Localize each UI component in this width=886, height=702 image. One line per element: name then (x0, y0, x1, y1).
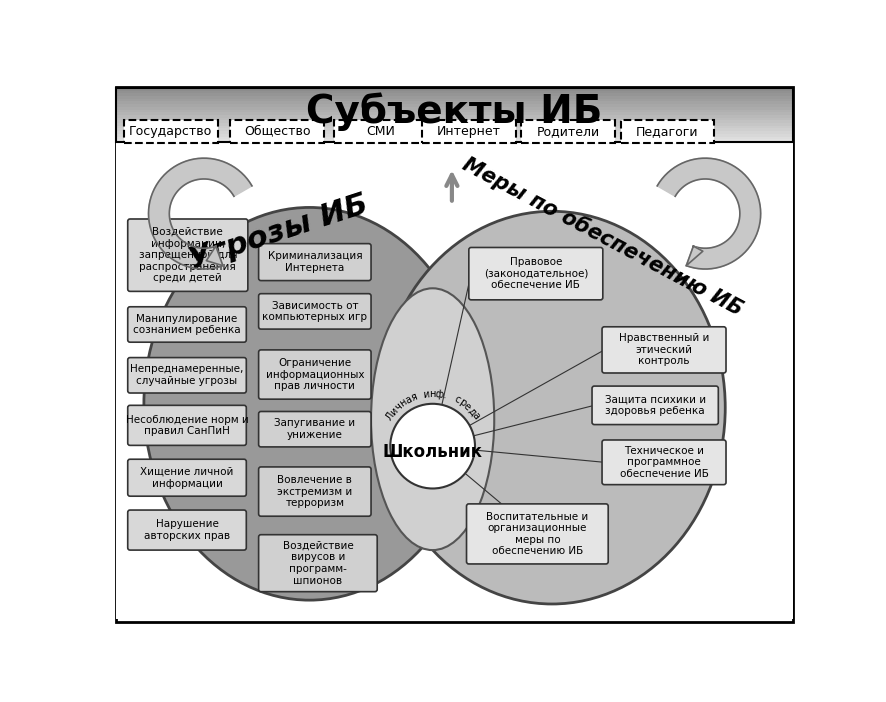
Ellipse shape (370, 289, 494, 550)
FancyBboxPatch shape (116, 120, 792, 123)
Text: Нарушение
авторских прав: Нарушение авторских прав (144, 519, 229, 541)
FancyBboxPatch shape (116, 112, 792, 115)
FancyBboxPatch shape (602, 440, 726, 484)
Text: е: е (461, 401, 472, 413)
FancyBboxPatch shape (469, 248, 602, 300)
Text: ч: ч (392, 401, 403, 413)
Ellipse shape (144, 207, 475, 600)
Text: н: н (429, 389, 435, 399)
Text: Защита психики и
здоровья ребенка: Защита психики и здоровья ребенка (604, 395, 705, 416)
Text: .: . (442, 390, 447, 401)
FancyBboxPatch shape (116, 104, 792, 107)
Polygon shape (686, 246, 702, 265)
FancyBboxPatch shape (116, 96, 792, 99)
Text: а: а (403, 394, 413, 406)
Text: Ограничение
информационных
прав личности: Ограничение информационных прав личности (265, 358, 363, 391)
Text: Педагоги: Педагоги (635, 125, 698, 138)
FancyBboxPatch shape (466, 504, 608, 564)
Text: Несоблюдение норм и
правил СанПиН: Несоблюдение норм и правил СанПиН (126, 415, 248, 436)
Text: Государство: Государство (129, 125, 213, 138)
Text: Зависимость от
компьютерных игр: Зависимость от компьютерных игр (262, 300, 367, 322)
Text: д: д (465, 405, 477, 417)
Text: Угрозы ИБ: Угрозы ИБ (185, 190, 371, 274)
Text: а: а (470, 411, 481, 421)
FancyBboxPatch shape (116, 134, 792, 137)
FancyBboxPatch shape (128, 510, 246, 550)
FancyBboxPatch shape (128, 219, 247, 291)
Polygon shape (657, 158, 760, 269)
FancyBboxPatch shape (422, 119, 516, 143)
FancyBboxPatch shape (116, 88, 792, 91)
Text: Меры по обеспечению ИБ: Меры по обеспечению ИБ (459, 154, 746, 319)
FancyBboxPatch shape (259, 411, 370, 447)
FancyBboxPatch shape (116, 128, 792, 131)
Text: Запугивание и
унижение: Запугивание и унижение (274, 418, 355, 440)
Text: Школьник: Школьник (382, 443, 482, 461)
Text: Общество: Общество (244, 125, 310, 138)
FancyBboxPatch shape (128, 357, 246, 393)
Text: н: н (397, 397, 408, 409)
FancyBboxPatch shape (116, 139, 792, 142)
FancyBboxPatch shape (116, 126, 792, 128)
FancyBboxPatch shape (116, 93, 792, 96)
Text: и: и (387, 406, 399, 417)
FancyBboxPatch shape (124, 119, 218, 143)
FancyBboxPatch shape (116, 102, 792, 105)
FancyBboxPatch shape (259, 350, 370, 399)
FancyBboxPatch shape (116, 118, 792, 121)
Text: с: с (452, 394, 461, 405)
Text: Непреднамеренные,
случайные угрозы: Непреднамеренные, случайные угрозы (130, 364, 244, 386)
Text: р: р (456, 397, 467, 409)
Text: Нравственный и
этический
контроль: Нравственный и этический контроль (618, 333, 709, 366)
FancyBboxPatch shape (229, 119, 323, 143)
Text: Криминализация
Интернета: Криминализация Интернета (268, 251, 361, 273)
Circle shape (390, 404, 475, 489)
FancyBboxPatch shape (259, 535, 377, 592)
FancyBboxPatch shape (116, 123, 792, 126)
FancyBboxPatch shape (128, 405, 246, 445)
Text: я: я (409, 392, 418, 403)
FancyBboxPatch shape (116, 131, 792, 134)
FancyBboxPatch shape (116, 136, 792, 139)
FancyBboxPatch shape (116, 91, 792, 93)
FancyBboxPatch shape (602, 327, 726, 373)
FancyBboxPatch shape (259, 244, 370, 281)
Text: Родители: Родители (536, 125, 599, 138)
FancyBboxPatch shape (116, 107, 792, 110)
FancyBboxPatch shape (116, 142, 792, 619)
FancyBboxPatch shape (259, 467, 370, 516)
FancyBboxPatch shape (620, 119, 713, 143)
FancyBboxPatch shape (116, 99, 792, 102)
FancyBboxPatch shape (521, 119, 614, 143)
Text: Хищение личной
информации: Хищение личной информации (140, 467, 233, 489)
Text: ф: ф (433, 389, 443, 399)
FancyBboxPatch shape (128, 307, 246, 342)
Text: СМИ: СМИ (366, 125, 395, 138)
Text: Вовлечение в
экстремизм и
терроризм: Вовлечение в экстремизм и терроризм (277, 475, 352, 508)
Text: Л: Л (383, 410, 395, 422)
Text: Правовое
(законодательное)
обеспечение ИБ: Правовое (законодательное) обеспечение И… (483, 257, 587, 290)
Text: и: и (422, 389, 430, 399)
FancyBboxPatch shape (128, 459, 246, 496)
Text: Манипулирование
сознанием ребенка: Манипулирование сознанием ребенка (133, 314, 241, 336)
FancyBboxPatch shape (116, 87, 792, 622)
FancyBboxPatch shape (591, 386, 718, 425)
Ellipse shape (378, 211, 725, 604)
Polygon shape (206, 246, 222, 265)
Polygon shape (148, 158, 252, 269)
FancyBboxPatch shape (116, 110, 792, 112)
Text: Воспитательные и
организационные
меры по
обеспечению ИБ: Воспитательные и организационные меры по… (486, 512, 587, 556)
FancyBboxPatch shape (259, 293, 370, 329)
FancyBboxPatch shape (334, 119, 428, 143)
Text: Воздействие
вирусов и
программ-
шпионов: Воздействие вирусов и программ- шпионов (283, 541, 353, 585)
Text: Техническое и
программное
обеспечение ИБ: Техническое и программное обеспечение ИБ (619, 446, 708, 479)
Text: Субъекты ИБ: Субъекты ИБ (306, 92, 602, 131)
Text: Воздействие
информации,
запрещенной для
распространения
среди детей: Воздействие информации, запрещенной для … (138, 227, 237, 284)
FancyBboxPatch shape (116, 115, 792, 118)
Text: Интернет: Интернет (436, 125, 501, 138)
